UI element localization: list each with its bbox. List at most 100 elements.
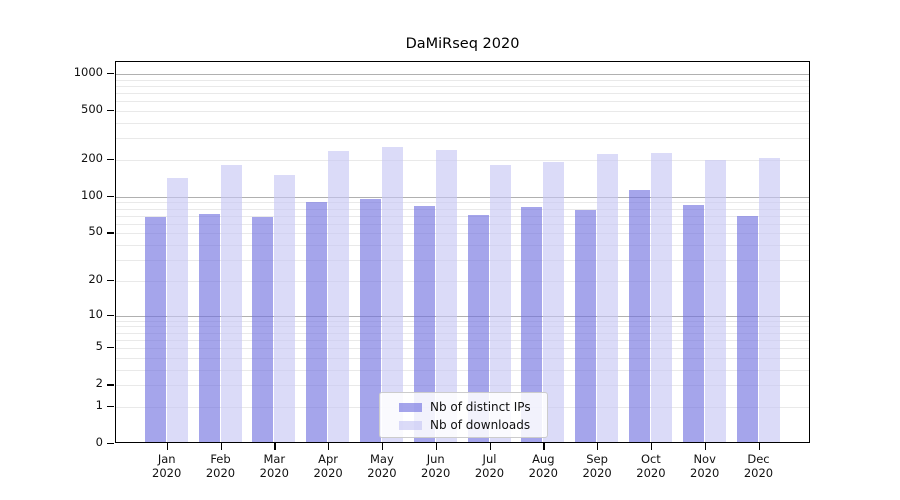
x-tick <box>650 443 653 450</box>
x-tick <box>220 443 222 450</box>
y-tick-label: 100 <box>81 187 103 202</box>
plot-area: Nb of distinct IPs Nb of downloads <box>115 61 810 443</box>
y-tick-label: 1 <box>95 397 103 412</box>
y-tick <box>107 232 114 234</box>
bar-distinct-ips-dec <box>736 216 758 442</box>
bar-distinct-ips-aug <box>521 207 543 442</box>
y-gridline-minor <box>116 215 809 217</box>
x-tick <box>543 443 545 450</box>
bar-distinct-ips-apr <box>306 201 328 442</box>
y-tick-label: 10 <box>88 306 103 321</box>
legend-label-downloads: Nb of downloads <box>430 418 531 432</box>
y-gridline-minor <box>116 332 809 334</box>
y-gridline-minor <box>116 369 809 371</box>
y-tick-label: 500 <box>81 102 103 117</box>
y-gridline-minor <box>116 280 809 282</box>
x-tick-label: Aug 2020 <box>528 452 558 480</box>
bar-distinct-ips-jan <box>144 216 166 442</box>
x-tick <box>274 443 276 450</box>
y-gridline-minor <box>116 159 809 161</box>
y-gridline-minor <box>116 85 809 87</box>
y-gridline-minor <box>116 79 809 81</box>
bar-distinct-ips-jul <box>467 215 489 442</box>
x-tick <box>758 443 760 450</box>
y-tick <box>107 443 114 445</box>
y-gridline-minor <box>116 326 809 328</box>
bar-distinct-ips-feb <box>198 213 220 442</box>
y-gridline-minor <box>116 138 809 140</box>
y-gridline-major <box>116 74 809 75</box>
x-tick-label: Oct 2020 <box>636 452 666 480</box>
x-tick-label: Dec 2020 <box>743 452 774 480</box>
x-tick-label: Jan 2020 <box>152 452 182 480</box>
bar-downloads-jan <box>166 178 188 442</box>
y-tick <box>107 110 114 112</box>
legend-item-downloads: Nb of downloads <box>399 416 547 434</box>
y-gridline-minor <box>116 223 809 225</box>
y-tick-label: 50 <box>88 224 103 239</box>
y-tick-label: 200 <box>81 150 103 165</box>
y-tick-label: 0 <box>95 435 103 449</box>
y-tick <box>107 158 114 161</box>
x-tick <box>435 443 438 450</box>
bar-distinct-ips-mar <box>252 216 274 442</box>
bar-downloads-oct <box>650 152 672 442</box>
bar-downloads-sep <box>597 154 619 442</box>
x-tick <box>704 443 707 450</box>
bar-downloads-dec <box>758 157 780 442</box>
y-tick <box>107 384 114 386</box>
y-gridline-minor <box>116 208 809 210</box>
legend-swatch-downloads-icon <box>399 420 422 430</box>
y-gridline-minor <box>116 122 809 124</box>
y-tick <box>107 195 114 198</box>
x-tick-label: Sep 2020 <box>582 452 612 480</box>
y-tick <box>107 405 114 408</box>
y-gridline-major <box>116 196 809 198</box>
x-tick-label: Jul 2020 <box>474 452 505 480</box>
x-tick-label: Feb 2020 <box>205 452 236 480</box>
y-tick-label: 5 <box>95 339 103 354</box>
bar-downloads-apr <box>328 150 350 442</box>
bar-downloads-feb <box>220 165 242 442</box>
y-gridline-minor <box>116 260 809 262</box>
x-tick-label: Jun 2020 <box>421 452 451 480</box>
x-tick-label: Apr 2020 <box>313 452 343 480</box>
bar-downloads-nov <box>704 159 726 442</box>
bar-downloads-aug <box>543 161 565 442</box>
bar-distinct-ips-nov <box>682 204 704 442</box>
bar-downloads-jul <box>489 164 511 442</box>
legend-swatch-distinct-ips-icon <box>399 402 422 412</box>
y-gridline-minor <box>116 202 809 204</box>
y-gridline-minor <box>116 93 809 95</box>
legend-label-distinct-ips: Nb of distinct IPs <box>430 400 531 414</box>
x-tick <box>597 443 599 450</box>
y-tick <box>107 279 114 282</box>
bar-distinct-ips-may <box>359 199 381 442</box>
y-gridline-minor <box>116 111 809 113</box>
y-gridline-minor <box>116 101 809 103</box>
x-tick-label: Mar 2020 <box>259 452 289 480</box>
y-gridline-minor <box>116 348 809 350</box>
x-tick-label: May 2020 <box>367 452 397 480</box>
y-gridline-minor <box>116 339 809 341</box>
x-tick-label: Nov 2020 <box>690 452 720 480</box>
y-gridline-minor <box>116 385 809 387</box>
y-tick-label: 20 <box>88 271 103 286</box>
y-gridline-major <box>116 315 809 317</box>
y-gridline-minor <box>116 245 809 247</box>
bar-downloads-mar <box>274 174 296 442</box>
bar-downloads-may <box>381 146 403 442</box>
y-gridline-minor <box>116 357 809 359</box>
y-tick <box>107 314 114 316</box>
y-tick <box>107 347 114 349</box>
y-tick <box>107 73 114 75</box>
bar-downloads-jun <box>435 150 457 442</box>
legend-item-distinct-ips: Nb of distinct IPs <box>399 398 547 416</box>
bar-distinct-ips-sep <box>575 210 597 442</box>
y-tick-label: 2 <box>95 376 103 391</box>
x-tick <box>489 443 491 450</box>
legend: Nb of distinct IPs Nb of downloads <box>379 392 548 438</box>
y-tick-label: 1000 <box>73 65 103 79</box>
y-gridline-minor <box>116 320 809 322</box>
